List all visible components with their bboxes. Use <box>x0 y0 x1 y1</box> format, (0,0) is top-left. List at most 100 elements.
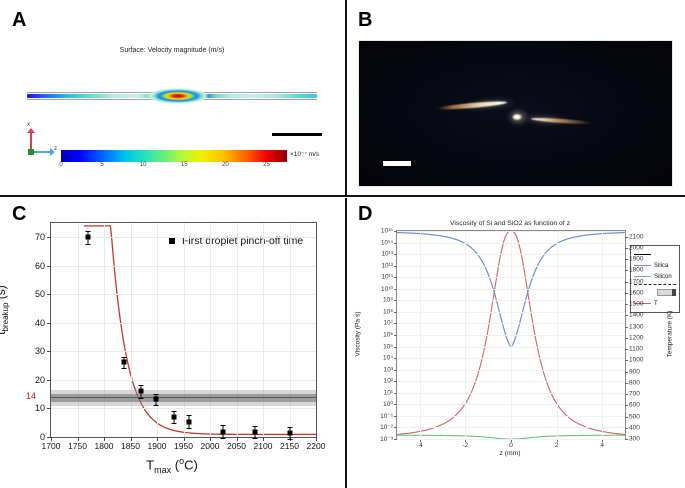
y2-axis-tick-label: 1800 <box>629 266 644 274</box>
divider-vertical-top <box>345 0 347 195</box>
panel-d: D Viscosity of Si and SiO2 as function o… <box>348 198 685 488</box>
grid-line-horizontal <box>397 288 625 290</box>
y-axis-tick-label: 10¹¹ <box>381 273 393 281</box>
y-axis-tick-label: 10⁻¹ <box>380 412 393 420</box>
viscosity-plot: Silica Silicon T -4 -2 0 2 4 10⁻³ 10⁻² 10⁻¹ 10⁰ 1… <box>380 228 680 449</box>
panel-d-legend: Silica Silicon T <box>630 245 680 313</box>
y2-axis-tick <box>625 382 628 384</box>
grid-line-vertical <box>263 223 264 437</box>
y-axis-tick-label: 10¹² <box>381 262 393 270</box>
data-point <box>153 396 159 402</box>
y-axis-tick-label: 10¹⁵ <box>380 227 393 235</box>
y2-axis-tick-label: 1400 <box>629 311 644 319</box>
x-axis-tick-label: 2050 <box>227 441 246 451</box>
grid-line-horizontal <box>397 346 625 348</box>
y-axis-tick <box>394 300 397 302</box>
y-axis-tick <box>394 346 397 348</box>
y-axis-tick <box>47 265 51 267</box>
x-axis-tick <box>236 437 238 441</box>
panel-d-letter: D <box>358 203 373 225</box>
legend-label-silicon: Silicon <box>654 273 672 280</box>
x-axis-tick <box>183 437 185 441</box>
y2-axis-tick-label: 2000 <box>629 244 644 252</box>
grid-line-horizontal <box>397 358 625 360</box>
data-point <box>171 414 177 420</box>
grid-line-horizontal <box>51 237 316 239</box>
x-axis-tick <box>511 439 512 442</box>
x-axis-tick <box>77 437 79 441</box>
y2-axis-tick <box>625 292 628 294</box>
panel-a-title: Surface: Velocity magnitude (m/s) <box>119 47 225 54</box>
y-axis-tick-label: 30 <box>34 346 45 357</box>
axes-triad: x z <box>20 122 60 164</box>
grid-line-horizontal <box>51 294 316 296</box>
error-bar-cap <box>138 385 144 387</box>
x-axis-tick <box>51 437 52 441</box>
y2-axis-tick-label: 800 <box>629 379 640 387</box>
y-axis-tick <box>47 237 51 239</box>
y-axis-tick <box>394 231 397 232</box>
x-axis-tick <box>316 437 317 441</box>
x-axis-tick <box>419 439 421 442</box>
x-axis-tick-label: 2200 <box>306 441 326 451</box>
grid-line-vertical <box>236 223 238 437</box>
x-axis-tick <box>130 437 132 441</box>
y2-axis-tick-label: 1600 <box>629 289 644 297</box>
y2-axis-tick-label: 1300 <box>629 323 644 331</box>
panel-c-letter: C <box>12 203 27 225</box>
panel-d-title: Viscosity of Si and SiO2 as function of … <box>449 220 571 227</box>
y-axis-tick <box>394 392 397 394</box>
legend-line-silicon-icon <box>634 276 651 277</box>
legend-dotted-separator <box>634 284 676 285</box>
error-bar-cap <box>171 410 177 412</box>
y2-axis-tick <box>625 270 628 272</box>
data-point <box>220 429 226 435</box>
grid-line-vertical <box>210 223 211 437</box>
triad-z-arrow-icon <box>50 148 55 156</box>
legend-slider-icon[interactable] <box>657 289 676 296</box>
grid-line-vertical <box>130 223 132 437</box>
grid-line-horizontal <box>51 408 316 410</box>
y-axis-tick <box>47 351 51 353</box>
x-axis-tick-label: 2 <box>554 442 559 449</box>
y2-axis-tick <box>625 360 628 362</box>
legend-label-silica: Silica <box>654 262 669 269</box>
y-axis-tick <box>394 254 397 256</box>
grid-line-horizontal <box>397 369 625 371</box>
data-point <box>138 388 144 394</box>
data-point <box>287 430 292 436</box>
colorbar-tick-label: 0 <box>59 162 63 168</box>
y-axis-tick <box>394 311 397 313</box>
scale-bar-panel-a <box>272 133 322 136</box>
y-axis-tick <box>394 369 397 371</box>
y-axis-tick-label: 10 <box>34 403 45 414</box>
y2-axis-tick-label: 700 <box>629 390 640 398</box>
scale-bar-panel-b <box>383 161 411 166</box>
error-bar-cap <box>252 425 258 427</box>
x-axis-tick-label: 1900 <box>147 441 167 451</box>
y-axis-tick-label: 10⁰ <box>383 401 393 409</box>
colorbar-tick-label: 15 <box>180 162 188 168</box>
y2-axis-tick-label: 900 <box>629 368 640 376</box>
y-axis-tick <box>47 437 51 438</box>
x-axis-tick-label: 1950 <box>174 441 193 451</box>
error-bar-cap <box>121 356 127 358</box>
grid-line-vertical <box>77 223 79 437</box>
threshold-band-inner <box>51 394 316 403</box>
grid-line-horizontal <box>397 415 625 417</box>
divider-horizontal <box>0 195 685 197</box>
triad-x-label: x <box>27 122 30 128</box>
velocity-colorbar <box>61 150 287 162</box>
legend-line-silica-icon <box>634 265 651 266</box>
grid-line-horizontal <box>51 265 316 267</box>
y-axis-tick <box>394 242 397 244</box>
error-bar-cap <box>138 397 144 399</box>
error-bar-cap <box>171 423 177 425</box>
error-bar-cap <box>186 427 192 429</box>
legend-marker-square <box>169 238 175 244</box>
y2-axis-tick <box>625 427 628 429</box>
data-point <box>252 429 258 435</box>
grid-line-horizontal <box>397 335 625 336</box>
grid-line-vertical <box>157 223 158 437</box>
x-axis-tick <box>210 437 211 441</box>
